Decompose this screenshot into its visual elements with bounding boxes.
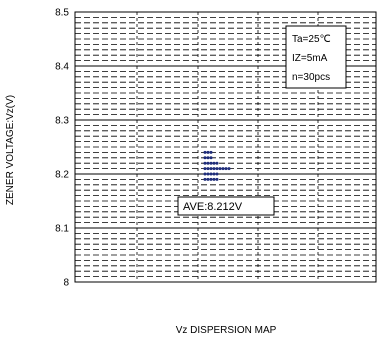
condition-temperature: Ta=25℃ — [292, 34, 331, 45]
data-point — [215, 172, 219, 176]
data-point — [203, 161, 207, 165]
data-point — [209, 172, 213, 176]
y-tick-label: 8.2 — [55, 170, 69, 181]
data-point — [206, 167, 210, 171]
data-point — [209, 177, 213, 181]
data-point — [212, 161, 216, 165]
data-point — [215, 167, 219, 171]
plot-frame — [74, 11, 377, 283]
data-point — [209, 167, 213, 171]
data-point — [203, 167, 207, 171]
data-point — [212, 172, 216, 176]
data-point — [212, 177, 216, 181]
data-point — [203, 177, 207, 181]
data-point — [203, 156, 207, 160]
data-point — [212, 167, 216, 171]
data-point — [227, 167, 231, 171]
data-point — [206, 150, 210, 154]
data-point — [206, 161, 210, 165]
x-axis-label: Vz DISPERSION MAP — [176, 325, 277, 336]
y-tick-label: 8.4 — [55, 62, 69, 73]
y-tick-label: 8.5 — [55, 8, 69, 19]
data-point — [215, 161, 219, 165]
grid-lines — [75, 12, 376, 282]
data-point — [206, 172, 210, 176]
data-point — [218, 167, 222, 171]
condition-current: IZ=5mA — [292, 53, 328, 64]
y-axis-label: ZENER VOLTAGE:Vz(V) — [5, 95, 16, 205]
data-point — [206, 156, 210, 160]
data-point — [203, 150, 207, 154]
y-tick-label: 8 — [63, 278, 69, 289]
condition-sample-count: n=30pcs — [292, 72, 330, 83]
average-box-frame — [177, 196, 275, 216]
data-point — [209, 150, 213, 154]
y-tick-label: 8.3 — [55, 116, 69, 127]
conditions-box: Ta=25℃ IZ=5mA n=30pcs — [285, 25, 347, 89]
data-point — [224, 167, 228, 171]
data-point — [209, 161, 213, 165]
data-point — [209, 156, 213, 160]
y-tick-labels: 8 8.1 8.2 8.3 8.4 8.5 — [55, 8, 69, 289]
data-point — [203, 172, 207, 176]
data-point — [215, 177, 219, 181]
average-box: AVE:8.212V — [177, 196, 275, 216]
data-point — [221, 167, 225, 171]
data-point — [206, 177, 210, 181]
average-label: AVE:8.212V — [183, 201, 243, 213]
conditions-box-frame — [285, 25, 347, 89]
data-points — [203, 150, 231, 181]
y-tick-label: 8.1 — [55, 224, 69, 235]
